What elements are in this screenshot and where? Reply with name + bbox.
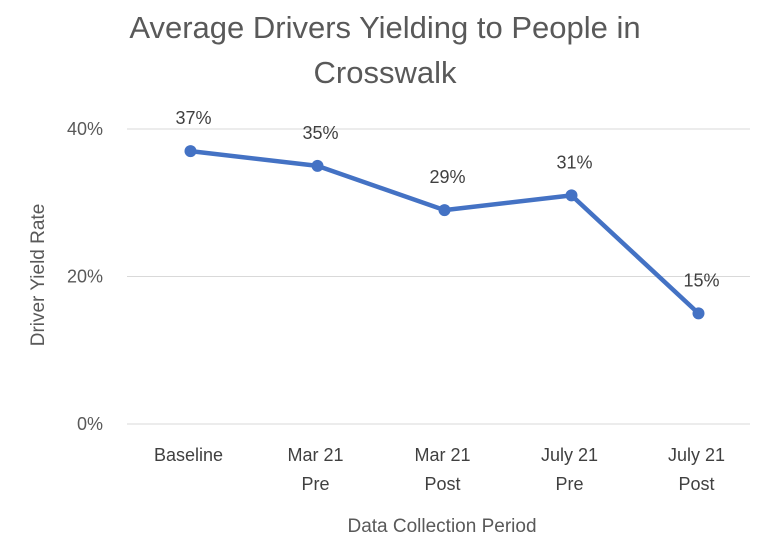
x-category-label: July 21: [668, 445, 725, 465]
y-axis-label: Driver Yield Rate: [28, 204, 49, 347]
data-label: 29%: [429, 167, 465, 187]
data-point: [565, 189, 578, 202]
x-axis-label: Data Collection Period: [347, 516, 536, 537]
chart-title-line-2: Crosswalk: [314, 55, 457, 90]
x-axis-categories: Baseline Mar 21 Pre Mar 21 Post July 21 Pre Jul…: [154, 445, 725, 494]
data-label: 31%: [556, 152, 592, 172]
y-axis-ticks: 0% 20% 40%: [67, 119, 103, 434]
data-point: [438, 204, 451, 217]
series-driver-yield: [184, 145, 705, 320]
data-label: 37%: [175, 108, 211, 128]
x-category-label: Baseline: [154, 445, 223, 465]
data-labels: 37% 35% 29% 31% 15%: [175, 108, 719, 290]
y-tick-label: 20%: [67, 267, 103, 287]
x-category-label: July 21: [541, 445, 598, 465]
x-category-label: Pre: [301, 474, 329, 494]
data-point: [692, 307, 705, 320]
x-category-label: Post: [678, 474, 714, 494]
data-label: 35%: [302, 123, 338, 143]
data-point: [184, 145, 197, 158]
y-tick-label: 0%: [77, 414, 103, 434]
x-category-label: Post: [424, 474, 460, 494]
data-label: 15%: [683, 270, 719, 290]
chart-title-line-1: Average Drivers Yielding to People in: [129, 10, 640, 45]
y-tick-label: 40%: [67, 119, 103, 139]
x-category-label: Mar 21: [287, 445, 343, 465]
data-point: [311, 159, 324, 172]
x-category-label: Pre: [555, 474, 583, 494]
gridlines: [127, 128, 750, 425]
x-category-label: Mar 21: [414, 445, 470, 465]
